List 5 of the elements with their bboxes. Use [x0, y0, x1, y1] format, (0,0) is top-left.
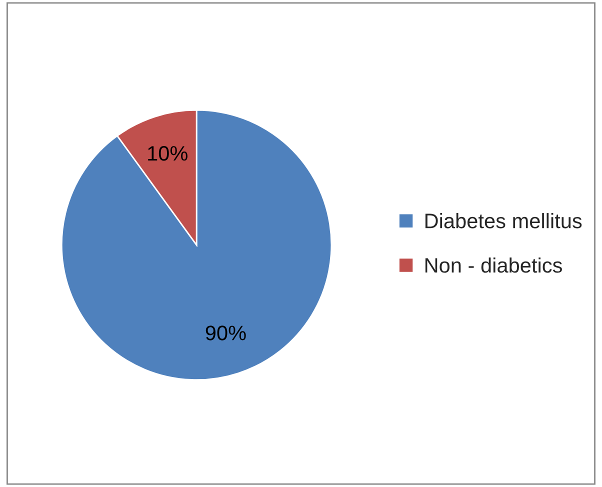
data-label: 10% — [148, 146, 188, 161]
pie-slice — [60, 109, 332, 381]
data-label: 90% — [206, 326, 246, 340]
legend-label: Diabetes mellitus — [425, 213, 582, 228]
legend-label: Non - diabetics — [425, 257, 562, 273]
